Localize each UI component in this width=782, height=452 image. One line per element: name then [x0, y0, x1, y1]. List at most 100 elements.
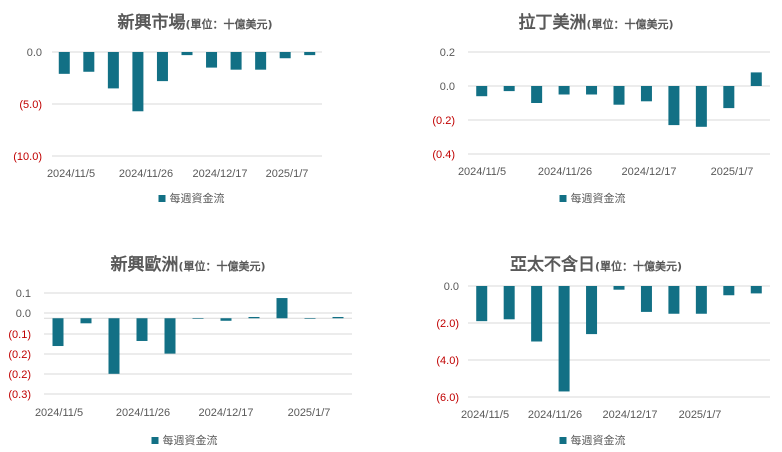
y-tick-label: (0.2) [8, 349, 31, 361]
legend-swatch [158, 195, 166, 202]
y-tick-label: (10.0) [13, 151, 42, 163]
bar [108, 318, 120, 374]
bar [476, 286, 488, 322]
bar [52, 318, 64, 347]
bar [132, 52, 144, 112]
bar [276, 298, 288, 319]
bar [531, 286, 543, 342]
bar [206, 52, 218, 68]
chart-title-unit: (單位：十億美元) [595, 259, 682, 273]
y-tick-label: (0.2) [432, 115, 455, 127]
bar [248, 316, 260, 319]
legend-swatch [559, 195, 567, 202]
bar [668, 286, 680, 314]
chart-panel: 亞太不含日(單位：十億美元)0.0(2.0)(4.0)(6.0)2024/11/… [436, 254, 770, 447]
bar [503, 86, 515, 92]
chart-title: 新興歐洲(單位：十億美元) [110, 254, 265, 275]
bar [80, 318, 92, 324]
x-tick-label: 2024/12/17 [602, 409, 657, 421]
y-tick-label: (0.3) [8, 389, 31, 401]
x-tick-label: 2025/1/7 [266, 168, 309, 180]
legend-swatch [559, 437, 567, 444]
bar [695, 86, 707, 127]
bar [640, 86, 652, 102]
chart-title-unit: (單位：十億美元) [586, 17, 673, 31]
x-tick-label: 2024/11/26 [538, 166, 592, 178]
x-tick-label: 2024/12/17 [621, 166, 676, 178]
bar [107, 52, 119, 89]
x-tick-label: 2024/11/5 [461, 409, 509, 421]
bar [332, 316, 344, 319]
y-tick-label: (0.2) [8, 369, 31, 381]
y-tick-label: 0.0 [444, 281, 459, 293]
x-tick-label: 2024/12/17 [192, 168, 247, 180]
bar [192, 318, 204, 319]
bar [164, 318, 176, 354]
y-tick-label: 0.0 [440, 81, 455, 93]
bar [586, 86, 598, 95]
y-tick-label: 0.0 [27, 47, 42, 59]
bar [304, 318, 316, 319]
chart-title-main: 新興市場 [117, 12, 185, 33]
x-tick-label: 2024/11/5 [458, 166, 506, 178]
y-tick-label: 0.0 [16, 308, 31, 320]
x-tick-label: 2024/11/26 [116, 407, 170, 419]
y-tick-label: 0.2 [440, 47, 455, 59]
x-tick-label: 2024/11/26 [119, 168, 173, 180]
bar [136, 318, 148, 341]
bar [613, 286, 625, 290]
bar [695, 286, 707, 314]
y-tick-label: (2.0) [436, 318, 459, 330]
bar [304, 52, 316, 56]
x-tick-label: 2024/12/17 [198, 407, 253, 419]
bar [230, 52, 242, 70]
bar [586, 286, 598, 335]
x-tick-label: 2025/1/7 [711, 166, 754, 178]
bar [640, 286, 652, 312]
bar [558, 86, 570, 95]
x-tick-label: 2024/11/5 [47, 168, 95, 180]
chart-title-unit: (單位：十億美元) [178, 259, 265, 273]
chart-panel: 拉丁美洲(單位：十億美元) 0.2 0.0 (0.2) (0.4)2024/11/5 20… [432, 12, 770, 205]
chart-title-main: 拉丁美洲 [518, 12, 586, 33]
bar [279, 52, 291, 59]
legend-label: 每週資金流 [163, 433, 218, 447]
y-tick-label: 0.1 [16, 288, 31, 300]
bar [476, 86, 488, 97]
chart-title: 新興市場(單位：十億美元) [117, 12, 272, 33]
legend-label: 每週資金流 [170, 191, 225, 205]
bar [723, 286, 735, 296]
legend-swatch [151, 437, 159, 444]
bar [750, 286, 762, 294]
y-tick-label: (6.0) [436, 392, 459, 404]
chart-title-main: 新興歐洲 [110, 254, 178, 275]
x-tick-label: 2024/11/5 [35, 407, 83, 419]
bar [558, 286, 570, 392]
y-tick-label: (0.4) [432, 149, 455, 161]
x-tick-label: 2025/1/7 [288, 407, 331, 419]
bar [83, 52, 95, 72]
bar [723, 86, 735, 109]
bar [750, 72, 762, 86]
y-tick-label: (5.0) [19, 99, 42, 111]
bar [531, 86, 543, 103]
legend-label: 每週資金流 [571, 433, 626, 447]
x-tick-label: 2024/11/26 [528, 409, 582, 421]
bar [220, 318, 232, 321]
chart-title-main: 亞太不含日 [510, 254, 595, 275]
chart-panel: 新興歐洲(單位：十億美元) 0.1 0.0 (0.1) (0.2) (0.2) (0.3) 2… [8, 254, 352, 447]
bar [255, 52, 267, 70]
bar [503, 286, 515, 320]
chart-title: 拉丁美洲(單位：十億美元) [518, 12, 673, 33]
y-tick-label: (4.0) [436, 355, 459, 367]
bar [613, 86, 625, 105]
y-tick-label: (0.1) [8, 329, 31, 341]
bar [58, 52, 70, 74]
chart-title-unit: (單位：十億美元) [185, 17, 272, 31]
bar [181, 52, 193, 56]
x-tick-label: 2025/1/7 [679, 409, 722, 421]
bar [156, 52, 168, 82]
legend-label: 每週資金流 [571, 191, 626, 205]
chart-title: 亞太不含日(單位：十億美元) [510, 254, 682, 275]
